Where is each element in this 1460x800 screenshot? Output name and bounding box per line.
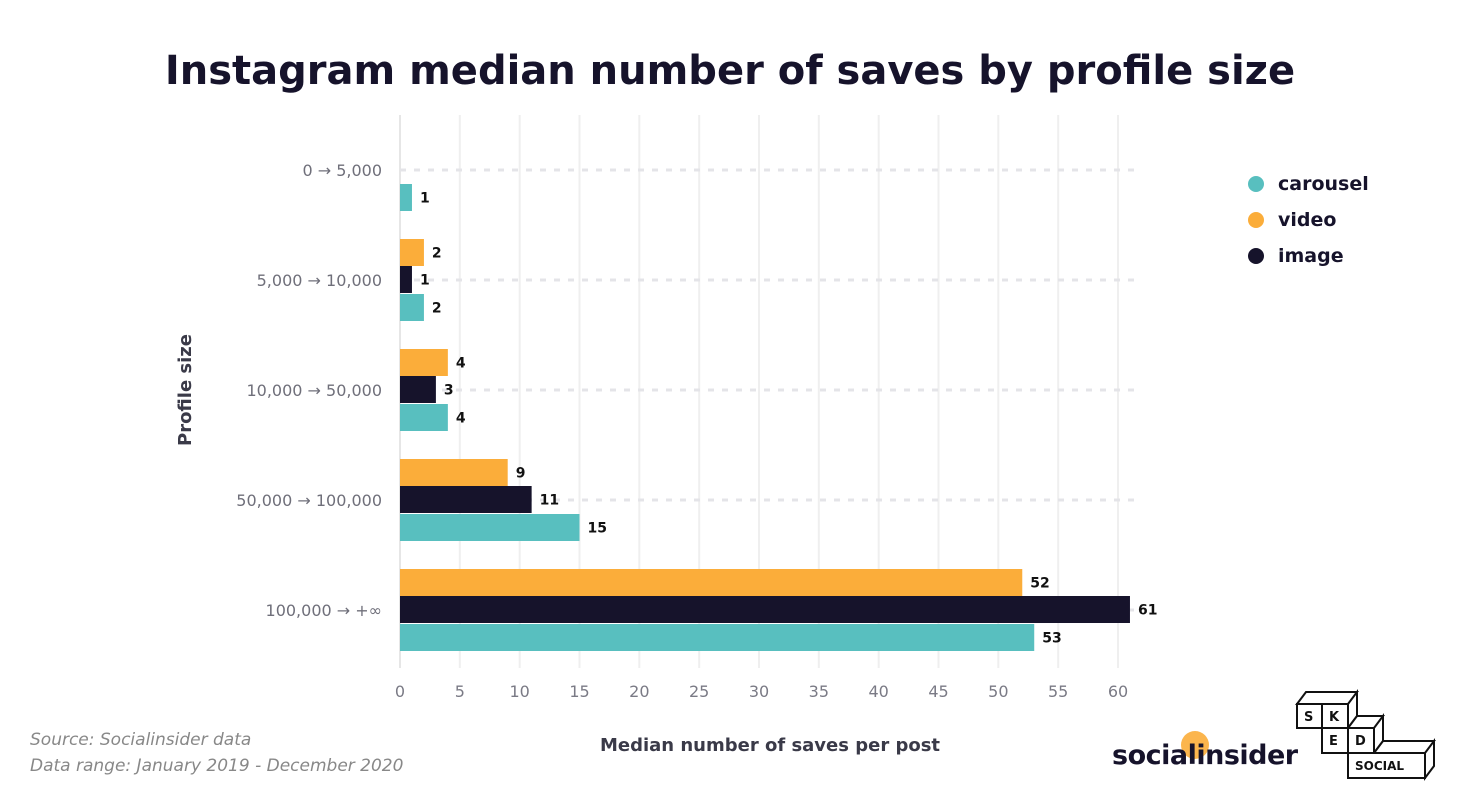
legend-label: video (1278, 209, 1337, 231)
y-tick-label: 10,000 → 50,000 (246, 381, 382, 400)
x-tick-label: 55 (1048, 682, 1068, 701)
data-label-image: 11 (540, 493, 559, 509)
bar-image (400, 266, 412, 293)
x-tick-label: 60 (1108, 682, 1128, 701)
x-tick-label: 0 (395, 682, 405, 701)
x-tick-label: 10 (509, 682, 529, 701)
bar-carousel (400, 294, 424, 321)
x-tick-label: 35 (809, 682, 829, 701)
legend-item-carousel: carousel (1248, 166, 1369, 202)
y-axis-label: Profile size (175, 334, 196, 446)
data-label-carousel: 4 (456, 411, 466, 427)
bar-carousel (400, 184, 412, 211)
bar-carousel (400, 514, 580, 541)
data-label-video: 9 (516, 466, 526, 482)
y-tick-label: 5,000 → 10,000 (257, 271, 382, 290)
data-label-video: 2 (432, 246, 442, 262)
bar-carousel (400, 624, 1035, 651)
data-label-carousel: 1 (420, 191, 430, 207)
x-tick-label: 30 (749, 682, 769, 701)
legend-label: image (1278, 245, 1344, 267)
data-label-carousel: 2 (432, 301, 442, 317)
data-label-video: 52 (1030, 576, 1049, 592)
bar-video (400, 239, 424, 266)
bar-video (400, 349, 448, 376)
bar-video (400, 459, 508, 486)
bar-image (400, 486, 532, 513)
bar-carousel (400, 404, 448, 431)
video-dot-icon (1248, 212, 1264, 228)
carousel-dot-icon (1248, 176, 1264, 192)
bar-image (400, 376, 436, 403)
x-tick-label: 15 (569, 682, 589, 701)
legend-item-image: image (1248, 238, 1369, 274)
x-tick-label: 20 (629, 682, 649, 701)
data-label-carousel: 15 (588, 521, 607, 537)
legend-item-video: video (1248, 202, 1369, 238)
y-tick-label: 100,000 → +∞ (266, 601, 382, 620)
y-tick-label: 0 → 5,000 (302, 161, 382, 180)
data-range-note: Data range: January 2019 - December 2020 (30, 756, 404, 776)
data-label-video: 4 (456, 356, 466, 372)
x-tick-label: 5 (455, 682, 465, 701)
x-tick-label: 45 (928, 682, 948, 701)
x-tick-label: 50 (988, 682, 1008, 701)
source-note: Source: Socialinsider data (30, 730, 252, 750)
data-label-image: 3 (444, 383, 454, 399)
x-axis-label: Median number of saves per post (600, 735, 940, 756)
socialinsider-logo: socialinsider (1112, 740, 1298, 771)
socialinsider-logo-dot-icon (1181, 731, 1209, 759)
bar-image (400, 596, 1130, 623)
chart-title: Instagram median number of saves by prof… (164, 48, 1296, 94)
image-dot-icon (1248, 248, 1264, 264)
bar-video (400, 569, 1023, 596)
data-label-image: 61 (1138, 603, 1157, 619)
y-tick-label: 50,000 → 100,000 (236, 491, 382, 510)
data-label-carousel: 53 (1042, 631, 1061, 647)
data-label-image: 1 (420, 273, 430, 289)
x-tick-label: 40 (868, 682, 888, 701)
x-tick-label: 25 (689, 682, 709, 701)
legend-label: carousel (1278, 173, 1369, 195)
legend: carousel video image (1248, 166, 1369, 274)
